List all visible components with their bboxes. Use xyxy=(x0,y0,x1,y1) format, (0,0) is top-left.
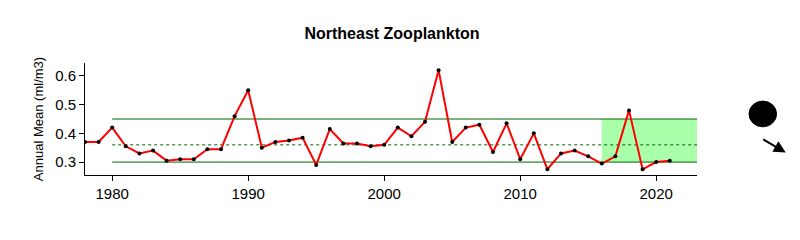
svg-text:Annual Mean (ml/m3): Annual Mean (ml/m3) xyxy=(31,57,46,181)
svg-text:0.4: 0.4 xyxy=(55,125,76,142)
svg-text:Northeast Zooplankton: Northeast Zooplankton xyxy=(304,25,479,42)
svg-text:2010: 2010 xyxy=(504,185,537,202)
svg-text:0.5: 0.5 xyxy=(55,96,76,113)
svg-text:1980: 1980 xyxy=(96,185,129,202)
svg-text:2020: 2020 xyxy=(640,185,673,202)
svg-text:0.6: 0.6 xyxy=(55,67,76,84)
svg-text:1990: 1990 xyxy=(232,185,265,202)
svg-text:2000: 2000 xyxy=(368,185,401,202)
svg-text:0.3: 0.3 xyxy=(55,153,76,170)
